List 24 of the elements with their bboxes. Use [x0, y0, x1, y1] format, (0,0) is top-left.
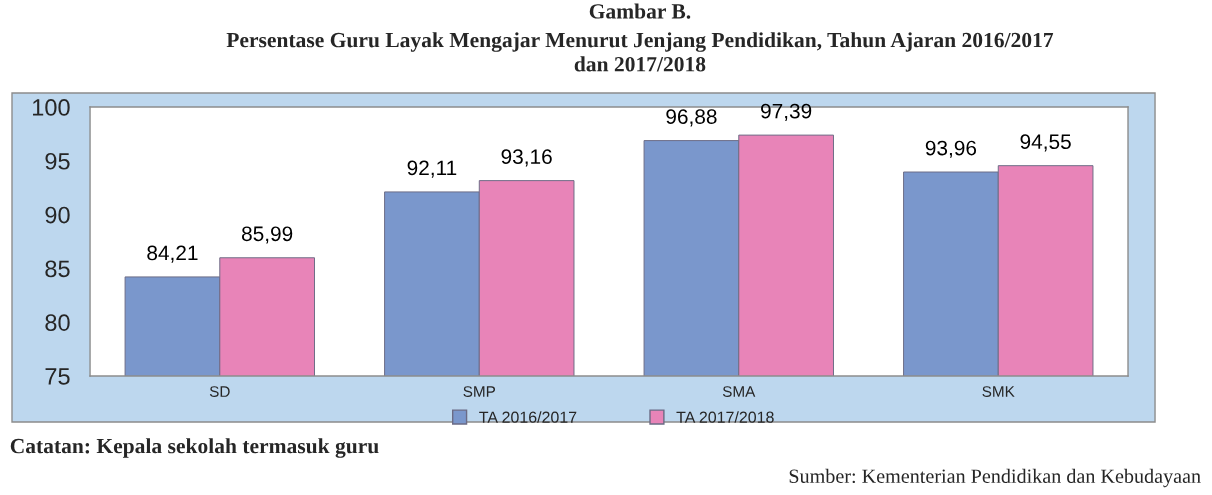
data-label: 84,21: [147, 245, 198, 263]
y-tick-label: 75: [45, 368, 70, 385]
data-label: 93,96: [925, 140, 977, 158]
x-tick-label: SMA: [722, 386, 756, 397]
data-label: 93,16: [501, 149, 552, 167]
data-label: 92,11: [407, 160, 457, 178]
y-tick-label: 80: [45, 314, 70, 331]
legend-label: TA 2016/2017: [479, 411, 577, 423]
y-tick-label: 85: [45, 260, 70, 278]
y-tick-label: 100: [33, 99, 70, 116]
x-tick-label: SMK: [982, 386, 1015, 397]
y-tick-label: 90: [45, 206, 70, 224]
data-label: 97,39: [761, 103, 812, 121]
chart-subtitle: Persentase Guru Layak Mengajar Menurut Jenjang Pendidikan, Tahun Ajaran 2016/2017 dan 2017/2018: [226, 32, 1054, 72]
text: Sumber: Kementerian Pendidikan dan Kebudayaan: [789, 468, 1201, 488]
chart-title: Gambar B.: [589, 3, 691, 19]
legend-label: TA 2017/2018: [676, 411, 774, 423]
data-label: 85,99: [241, 226, 293, 244]
data-label: 94,55: [1020, 134, 1071, 152]
x-tick-label: SMP: [463, 386, 496, 397]
y-tick-label: 95: [45, 152, 70, 170]
data-label: 96,88: [666, 109, 717, 127]
x-tick-label: SD: [209, 386, 230, 397]
text: Catatan: Kepala sekolah termasuk guru: [10, 438, 379, 458]
